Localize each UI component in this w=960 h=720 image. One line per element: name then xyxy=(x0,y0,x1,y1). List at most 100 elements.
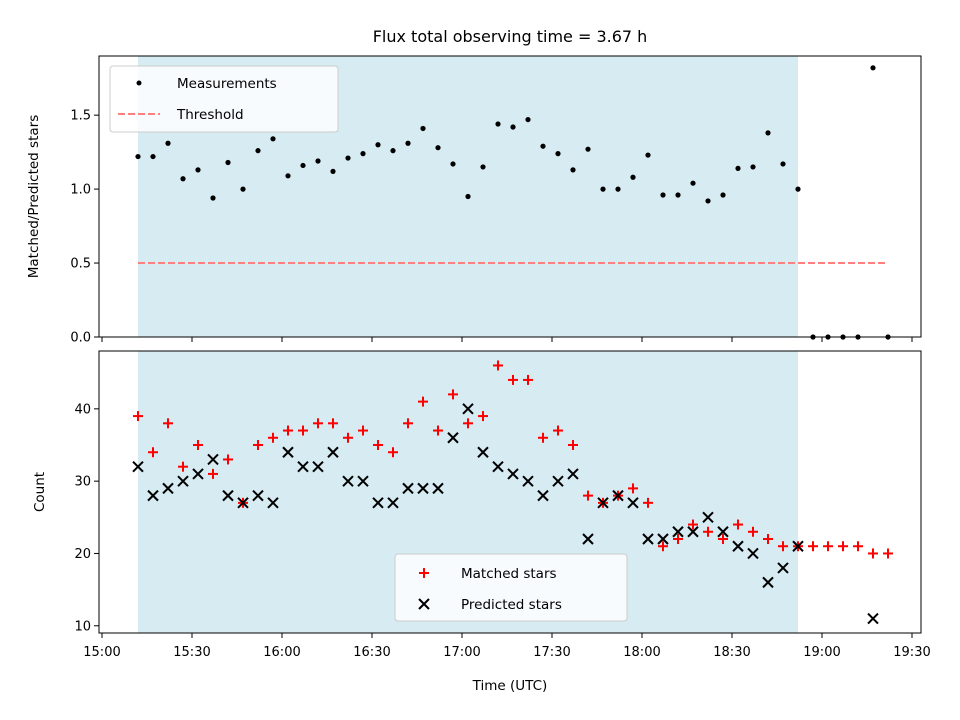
y-tick-label: 0.5 xyxy=(70,257,91,272)
measurement-point xyxy=(585,146,591,152)
x-tick-label: 18:30 xyxy=(713,645,750,660)
ratio-panel: 0.0 0.5 1.0 1.5 Matched/Predicted stars Mea… xyxy=(26,55,922,346)
measurement-point xyxy=(225,159,231,166)
y-tick-label: 1.5 xyxy=(70,109,91,124)
predicted-star-point xyxy=(657,533,669,545)
predicted-star-point xyxy=(717,526,729,538)
x-tick-label: 19:00 xyxy=(803,645,840,660)
predicted-star-point xyxy=(207,453,219,466)
predicted-star-point xyxy=(147,489,159,502)
measurement-point xyxy=(870,65,876,71)
matched-star-point xyxy=(853,541,863,552)
predicted-star-point xyxy=(537,489,549,502)
predicted-star-point xyxy=(867,612,879,625)
measurement-point xyxy=(495,121,501,127)
measurement-point xyxy=(405,140,411,146)
predicted-star-point xyxy=(477,446,489,458)
matched-star-point xyxy=(538,432,548,443)
predicted-star-point xyxy=(492,460,504,473)
predicted-star-point xyxy=(177,475,189,487)
x-tick-label: 15:30 xyxy=(173,645,210,660)
count-legend-box xyxy=(394,553,628,622)
ratio-y-axis-label: Matched/Predicted stars xyxy=(26,115,42,278)
predicted-star-point xyxy=(582,533,594,545)
measurements-legend-marker xyxy=(136,80,142,86)
matched-star-point xyxy=(283,425,293,436)
predicted-star-point xyxy=(702,511,714,524)
predicted-star-point xyxy=(627,497,639,509)
predicted-star-point xyxy=(312,460,324,473)
predicted-star-point xyxy=(327,446,339,458)
predicted-star-point xyxy=(282,446,294,458)
matched-star-point xyxy=(403,418,413,429)
count-y-ticks: 10 20 30 40 xyxy=(74,402,99,634)
predicted-star-point xyxy=(267,497,279,509)
measurement-point xyxy=(360,151,366,157)
measurement-point xyxy=(690,180,696,186)
matched-star-point xyxy=(328,418,338,429)
matched-star-point xyxy=(358,425,368,436)
measurement-point xyxy=(255,148,261,154)
measurement-point xyxy=(210,195,216,201)
ratio-legend-box xyxy=(109,65,339,133)
matched-star-point xyxy=(778,541,788,552)
predicted-star-point xyxy=(687,526,699,538)
predicted-star-point xyxy=(522,475,534,487)
predicted-star-point xyxy=(297,460,309,473)
matched-star-point xyxy=(463,418,473,429)
matched-star-point xyxy=(523,374,533,385)
matched-legend-marker xyxy=(419,568,429,578)
matched-star-point xyxy=(703,526,713,537)
measurement-point xyxy=(390,148,396,154)
matched-star-point xyxy=(748,526,758,537)
measurement-point xyxy=(285,173,291,179)
matched-star-point xyxy=(718,534,728,544)
x-marker xyxy=(418,598,430,610)
measurement-point xyxy=(315,158,321,164)
predicted-star-point xyxy=(552,475,564,487)
predicted-star-point xyxy=(597,497,609,509)
y-tick-label: 20 xyxy=(74,547,91,562)
measurement-point xyxy=(420,125,426,132)
matched-star-point xyxy=(643,497,653,508)
predicted-star-point xyxy=(792,540,804,552)
threshold-legend-label: Threshold xyxy=(176,107,244,123)
matched-star-point xyxy=(343,432,353,443)
matched-star-point xyxy=(658,541,668,552)
x-tick-label: 16:30 xyxy=(353,645,390,660)
predicted-star-point xyxy=(432,482,444,495)
measurement-point xyxy=(705,198,711,204)
matched-star-point xyxy=(478,411,488,422)
measurement-point xyxy=(795,186,801,192)
x-tick-label: 15:00 xyxy=(83,645,120,660)
matched-star-point xyxy=(388,447,398,458)
matched-star-point xyxy=(583,490,593,501)
x-tick-label: 18:00 xyxy=(623,645,660,660)
count-legend: Matched stars Predicted stars xyxy=(394,553,628,622)
matched-star-point xyxy=(163,418,173,429)
ratio-y-ticks: 0.0 0.5 1.0 1.5 xyxy=(70,109,99,346)
measurement-point xyxy=(555,151,561,157)
matched-star-point xyxy=(568,440,578,450)
matched-star-point xyxy=(553,425,563,436)
matched-star-point xyxy=(373,440,383,450)
predicted-star-point xyxy=(192,468,204,480)
measurement-point xyxy=(150,153,156,160)
matched-star-point xyxy=(178,461,188,472)
measurement-point xyxy=(435,145,441,151)
measurement-point xyxy=(465,193,471,200)
matched-star-point xyxy=(448,389,458,400)
matched-star-point xyxy=(313,418,323,429)
measurement-point xyxy=(720,192,726,198)
x-tick-label: 17:30 xyxy=(533,645,570,660)
measurement-point xyxy=(615,186,621,192)
matched-star-point xyxy=(208,468,218,479)
x-axis-label: Time (UTC) xyxy=(472,678,548,694)
measurement-point xyxy=(600,186,606,192)
ratio-legend: Measurements Threshold xyxy=(109,65,339,133)
measurement-point xyxy=(300,162,306,169)
count-marks xyxy=(132,360,893,625)
predicted-star-point xyxy=(732,540,744,552)
predicted-star-point xyxy=(237,497,249,509)
count-plot-frame xyxy=(98,350,922,634)
